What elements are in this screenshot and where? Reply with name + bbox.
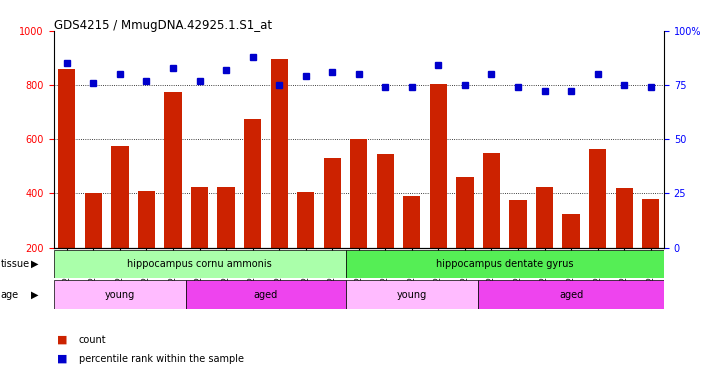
Text: age: age [1, 290, 19, 300]
Text: young: young [397, 290, 427, 300]
Bar [54, 250, 346, 278]
Bar [615, 188, 633, 248]
Bar [191, 187, 208, 248]
Bar [323, 158, 341, 248]
Bar [186, 280, 346, 309]
Bar [403, 196, 421, 248]
Bar [563, 214, 580, 248]
Bar [138, 191, 155, 248]
Text: tissue: tissue [1, 259, 30, 269]
Bar [85, 194, 102, 248]
Bar [456, 177, 473, 248]
Text: ■: ■ [57, 335, 68, 345]
Bar [244, 119, 261, 248]
Text: GDS4215 / MmugDNA.42925.1.S1_at: GDS4215 / MmugDNA.42925.1.S1_at [54, 19, 271, 32]
Bar [346, 250, 664, 278]
Bar [111, 146, 129, 248]
Text: aged: aged [253, 290, 278, 300]
Bar [346, 280, 478, 309]
Bar [509, 200, 527, 248]
Bar [164, 92, 181, 248]
Bar [589, 149, 606, 248]
Bar [350, 139, 368, 248]
Text: aged: aged [559, 290, 583, 300]
Bar [642, 199, 659, 248]
Text: hippocampus dentate gyrus: hippocampus dentate gyrus [436, 259, 573, 269]
Bar [377, 154, 394, 248]
Bar [478, 280, 664, 309]
Bar [54, 280, 186, 309]
Bar [297, 192, 314, 248]
Bar [483, 153, 500, 248]
Text: hippocampus cornu ammonis: hippocampus cornu ammonis [127, 259, 272, 269]
Text: ▶: ▶ [31, 259, 39, 269]
Text: young: young [105, 290, 135, 300]
Text: count: count [79, 335, 106, 345]
Bar [536, 187, 553, 248]
Text: ▶: ▶ [31, 290, 39, 300]
Bar [218, 187, 235, 248]
Text: ■: ■ [57, 354, 68, 364]
Bar [59, 69, 76, 248]
Bar [430, 84, 447, 248]
Bar [271, 59, 288, 248]
Text: percentile rank within the sample: percentile rank within the sample [79, 354, 243, 364]
